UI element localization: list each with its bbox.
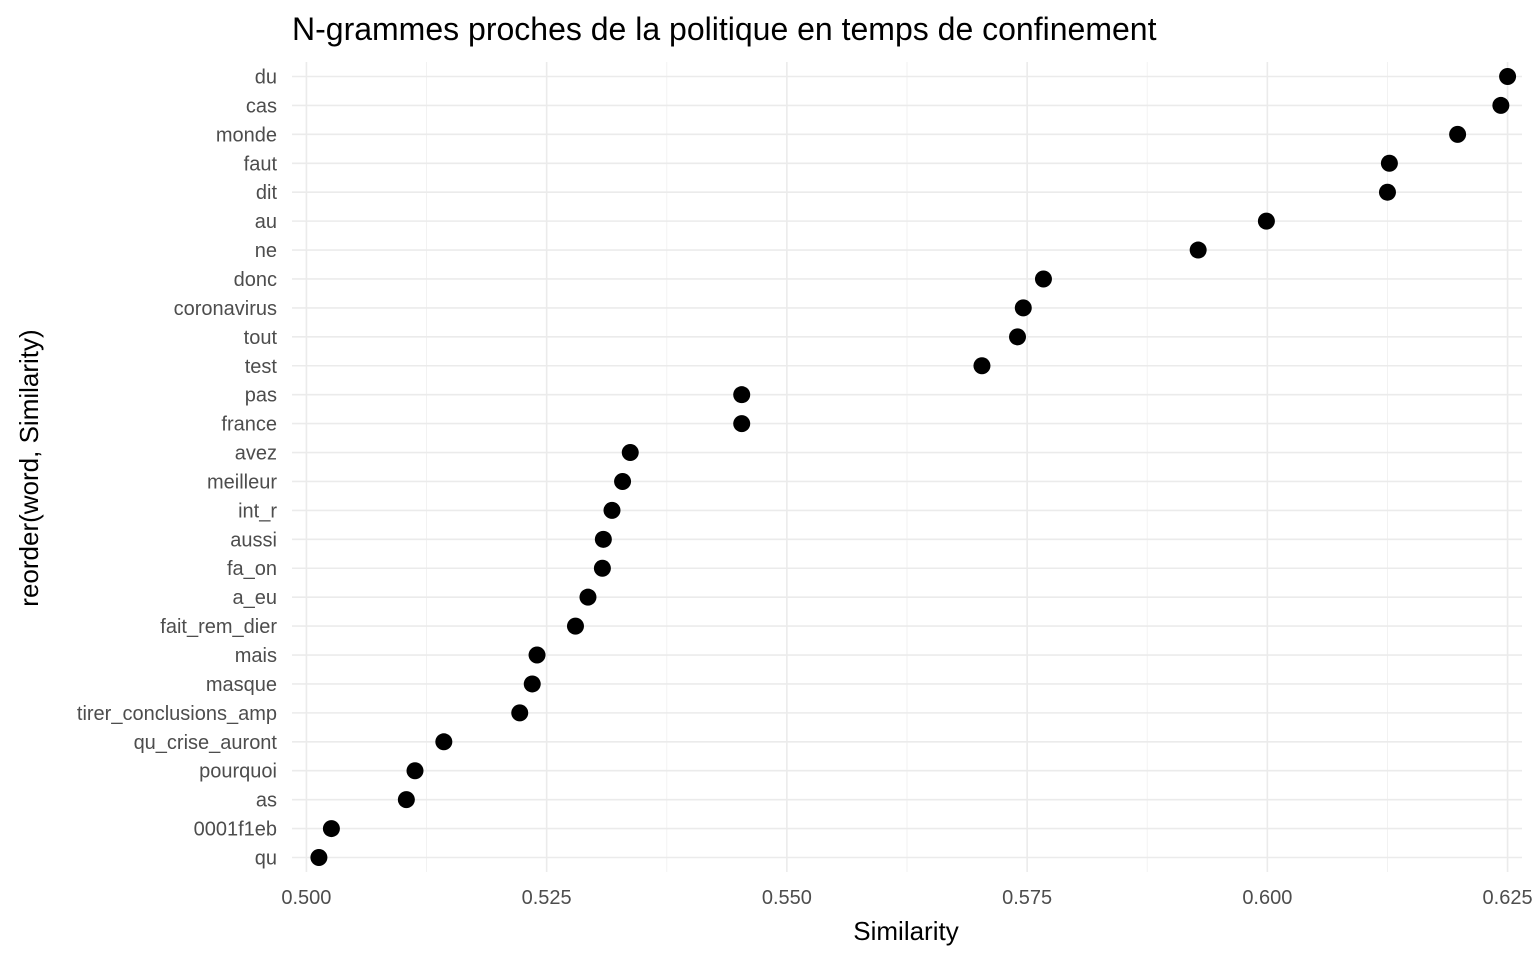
data-point-du xyxy=(1499,68,1517,85)
data-points xyxy=(310,68,1517,866)
x-axis-title: Similarity xyxy=(853,916,958,946)
y-tick-label: du xyxy=(255,67,277,89)
y-tick-label: tout xyxy=(244,327,278,349)
data-point-aussi xyxy=(594,530,612,548)
data-point-faut xyxy=(1380,154,1398,172)
x-tick-label: 0.575 xyxy=(1002,887,1052,909)
y-tick-label: ne xyxy=(255,240,277,262)
y-tick-label: coronavirus xyxy=(174,298,277,320)
y-tick-label: aussi xyxy=(230,529,277,551)
y-tick-label: monde xyxy=(216,124,277,146)
y-tick-label: as xyxy=(256,790,277,812)
y-tick-label: int_r xyxy=(238,500,277,522)
data-point-pourquoi xyxy=(406,762,424,780)
data-point-avez xyxy=(621,444,639,462)
y-tick-label: fa_on xyxy=(227,558,277,580)
data-point-a_eu xyxy=(579,588,597,606)
data-point-masque xyxy=(523,675,541,693)
data-point-tout xyxy=(1009,328,1027,346)
y-tick-label: 0001f1eb xyxy=(194,819,277,841)
data-point-0001f1eb xyxy=(322,820,340,838)
y-tick-label: avez xyxy=(235,443,277,465)
y-tick-label: france xyxy=(221,414,277,436)
data-point-qu xyxy=(310,849,328,866)
data-point-int_r xyxy=(603,501,621,519)
y-tick-labels: qu 0001f1eb as pourquoi qu_crise_auront tirer… xyxy=(77,67,278,870)
y-tick-label: masque xyxy=(206,674,277,696)
data-point-au xyxy=(1257,212,1275,230)
y-tick-label: qu_crise_auront xyxy=(134,732,278,754)
x-tick-labels: 0.500 0.525 0.550 0.575 0.600 0.625 xyxy=(281,887,1532,909)
data-point-tirer_conclusions_amp xyxy=(511,704,529,722)
y-tick-label: pourquoi xyxy=(199,761,277,783)
data-point-cas xyxy=(1492,96,1510,114)
y-tick-label: a_eu xyxy=(233,587,278,609)
data-point-pas xyxy=(733,386,751,404)
data-point-qu_crise_auront xyxy=(435,733,453,751)
data-point-meilleur xyxy=(614,472,632,490)
y-tick-label: au xyxy=(255,211,277,233)
y-tick-label: meilleur xyxy=(207,471,277,493)
x-tick-label: 0.550 xyxy=(762,887,812,909)
y-tick-label: pas xyxy=(245,385,277,407)
data-point-as xyxy=(397,791,415,809)
data-point-fait_rem_dier xyxy=(566,617,584,635)
y-tick-label: tirer_conclusions_amp xyxy=(77,703,277,725)
y-tick-label: qu xyxy=(255,848,277,870)
data-point-ne xyxy=(1189,241,1207,259)
data-point-fa_on xyxy=(593,559,611,577)
x-tick-label: 0.525 xyxy=(522,887,572,909)
data-point-monde xyxy=(1449,125,1467,143)
x-tick-label: 0.625 xyxy=(1483,887,1533,909)
data-point-france xyxy=(733,415,751,433)
data-point-mais xyxy=(528,646,546,664)
y-tick-label: fait_rem_dier xyxy=(160,616,277,638)
chart-title: N-grammes proches de la politique en tem… xyxy=(292,11,1157,47)
data-point-coronavirus xyxy=(1014,299,1032,317)
y-tick-label: cas xyxy=(246,95,277,117)
data-point-test xyxy=(973,357,991,375)
data-point-donc xyxy=(1034,270,1052,288)
grid xyxy=(292,62,1522,872)
y-tick-label: mais xyxy=(235,645,277,667)
y-axis-title: reorder(word, Similarity) xyxy=(14,329,44,606)
y-tick-label: donc xyxy=(234,269,277,291)
data-point-dit xyxy=(1378,183,1396,201)
y-tick-label: test xyxy=(245,356,278,378)
x-tick-label: 0.500 xyxy=(281,887,331,909)
y-tick-label: dit xyxy=(256,182,278,204)
y-tick-label: faut xyxy=(244,153,278,175)
x-tick-label: 0.600 xyxy=(1242,887,1292,909)
